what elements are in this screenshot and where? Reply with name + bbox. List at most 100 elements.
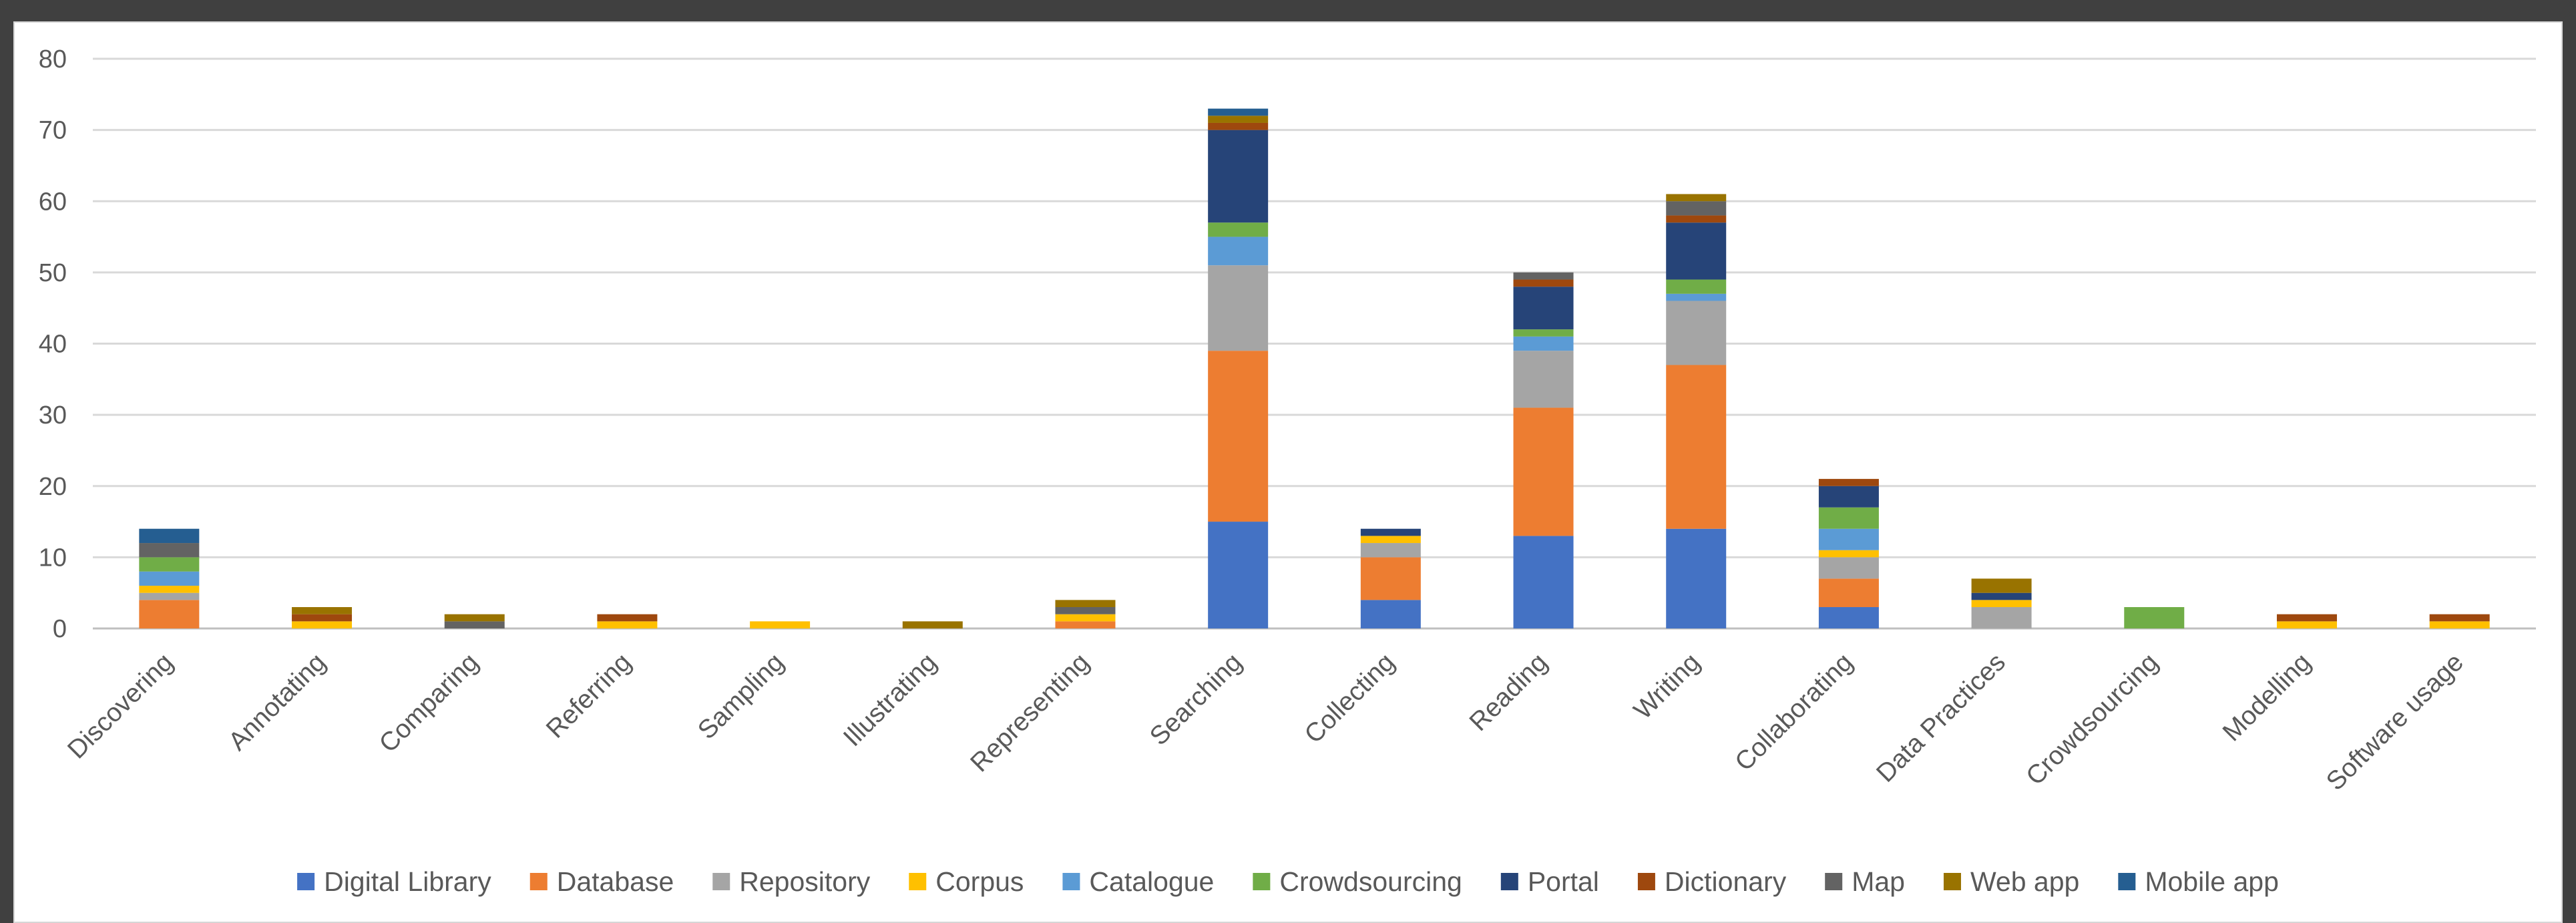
bar-segment <box>1055 607 1116 614</box>
legend-swatch <box>909 873 927 890</box>
legend-swatch <box>1825 873 1843 890</box>
stacked-bar-chart: 0 10 20 30 40 50 60 70 80 Discovering Annotating C… <box>39 45 2536 897</box>
bar-segment <box>1208 122 1269 130</box>
legend-swatch <box>1062 873 1080 890</box>
y-tick-label: 20 <box>39 473 67 501</box>
legend-swatch <box>297 873 315 890</box>
bar-segment <box>1513 272 1574 280</box>
y-tick-label: 80 <box>39 45 67 73</box>
x-tick-label: Representing <box>965 648 1094 777</box>
gridlines <box>93 57 2536 630</box>
bar-segment <box>139 586 200 593</box>
bar-segment <box>1055 621 1116 628</box>
bar-segment <box>1360 543 1421 558</box>
x-tick-label: Reading <box>1464 648 1553 737</box>
x-tick-label: Collecting <box>1299 648 1401 749</box>
bars <box>139 108 2490 628</box>
bar-segment <box>1360 536 1421 544</box>
bar-segment <box>444 614 505 622</box>
bar-segment <box>292 607 353 614</box>
y-tick-label: 0 <box>53 615 67 643</box>
bar-segment <box>139 543 200 558</box>
x-tick-label: Searching <box>1144 648 1248 751</box>
x-tick-label: Software usage <box>2321 648 2469 796</box>
bar-segment <box>1818 557 1879 579</box>
bar-segment <box>2429 621 2490 628</box>
bar-segment <box>1513 351 1574 408</box>
x-tick-label: Sampling <box>692 648 789 745</box>
bar-segment <box>139 557 200 572</box>
y-tick-label: 10 <box>39 544 67 572</box>
bar-segment <box>750 621 811 628</box>
bar-segment <box>1513 279 1574 287</box>
bar-segment <box>2276 614 2337 622</box>
bar-segment <box>597 614 658 622</box>
legend-swatch <box>1637 873 1655 890</box>
legend-label: Catalogue <box>1089 866 1214 897</box>
legend-label: Digital Library <box>324 866 491 897</box>
bar-segment <box>1055 600 1116 608</box>
bar-segment <box>1666 215 1727 223</box>
x-tick-label: Discovering <box>62 648 178 764</box>
bar-segment <box>292 614 353 622</box>
bar-segment <box>1208 522 1269 628</box>
y-axis-ticks: 0 10 20 30 40 50 60 70 80 <box>39 45 67 643</box>
bar-segment <box>1513 287 1574 330</box>
y-tick-label: 40 <box>39 331 67 359</box>
legend-label: Web app <box>1970 866 2079 897</box>
legend-label: Crowdsourcing <box>1279 866 1462 897</box>
bar-segment <box>1666 201 1727 216</box>
y-tick-label: 30 <box>39 401 67 429</box>
bar-segment <box>1666 293 1727 301</box>
bar-segment <box>1971 607 2032 628</box>
bar-segment <box>1513 407 1574 536</box>
y-tick-label: 60 <box>39 188 67 216</box>
legend-swatch <box>712 873 730 890</box>
bar-segment <box>1818 479 1879 486</box>
bar-segment <box>1208 108 1269 116</box>
bar-segment <box>1666 194 1727 202</box>
bar-segment <box>2124 607 2185 628</box>
legend-swatch <box>529 873 548 890</box>
x-tick-label: Comparing <box>374 648 484 758</box>
bar-segment <box>139 571 200 586</box>
bar-segment <box>1208 351 1269 522</box>
bar-segment <box>1971 578 2032 593</box>
bar-segment <box>1208 236 1269 266</box>
bar-segment <box>1055 614 1116 622</box>
legend-label: Portal <box>1528 866 1599 897</box>
legend-swatch <box>2118 873 2136 890</box>
bar-segment <box>444 621 505 628</box>
bar-segment <box>1208 116 1269 123</box>
bar-segment <box>1818 528 1879 550</box>
chart-panel: 0 10 20 30 40 50 60 70 80 Discovering Annotating C… <box>13 21 2563 923</box>
legend-label: Repository <box>739 866 870 897</box>
bar-segment <box>1666 365 1727 529</box>
bar-segment <box>139 600 200 628</box>
bar-segment <box>1666 279 1727 294</box>
bar-segment <box>1818 578 1879 608</box>
bar-segment <box>139 592 200 600</box>
x-axis-ticks: Discovering Annotating Comparing Referring S… <box>62 648 2469 796</box>
bar-segment <box>1513 336 1574 351</box>
x-tick-label: Referring <box>541 648 637 744</box>
bar-segment <box>1818 486 1879 508</box>
x-tick-label: Modelling <box>2217 648 2316 747</box>
y-tick-label: 70 <box>39 117 67 145</box>
bar-segment <box>1360 600 1421 628</box>
legend: Digital Library Database Repository Corpus C… <box>297 866 2279 897</box>
legend-swatch <box>1253 873 1271 890</box>
x-tick-label: Crowdsourcing <box>2020 648 2163 791</box>
bar-segment <box>1666 301 1727 365</box>
bar-segment <box>1818 607 1879 628</box>
bar-segment <box>2429 614 2490 622</box>
legend-swatch <box>1943 873 1961 890</box>
bar-segment <box>1971 600 2032 608</box>
bar-segment <box>1666 222 1727 280</box>
legend-label: Database <box>557 866 674 897</box>
x-tick-label: Illustrating <box>838 648 942 752</box>
bar-segment <box>1360 528 1421 536</box>
x-tick-label: Data Practices <box>1871 648 2011 788</box>
legend-label: Map <box>1852 866 1905 897</box>
